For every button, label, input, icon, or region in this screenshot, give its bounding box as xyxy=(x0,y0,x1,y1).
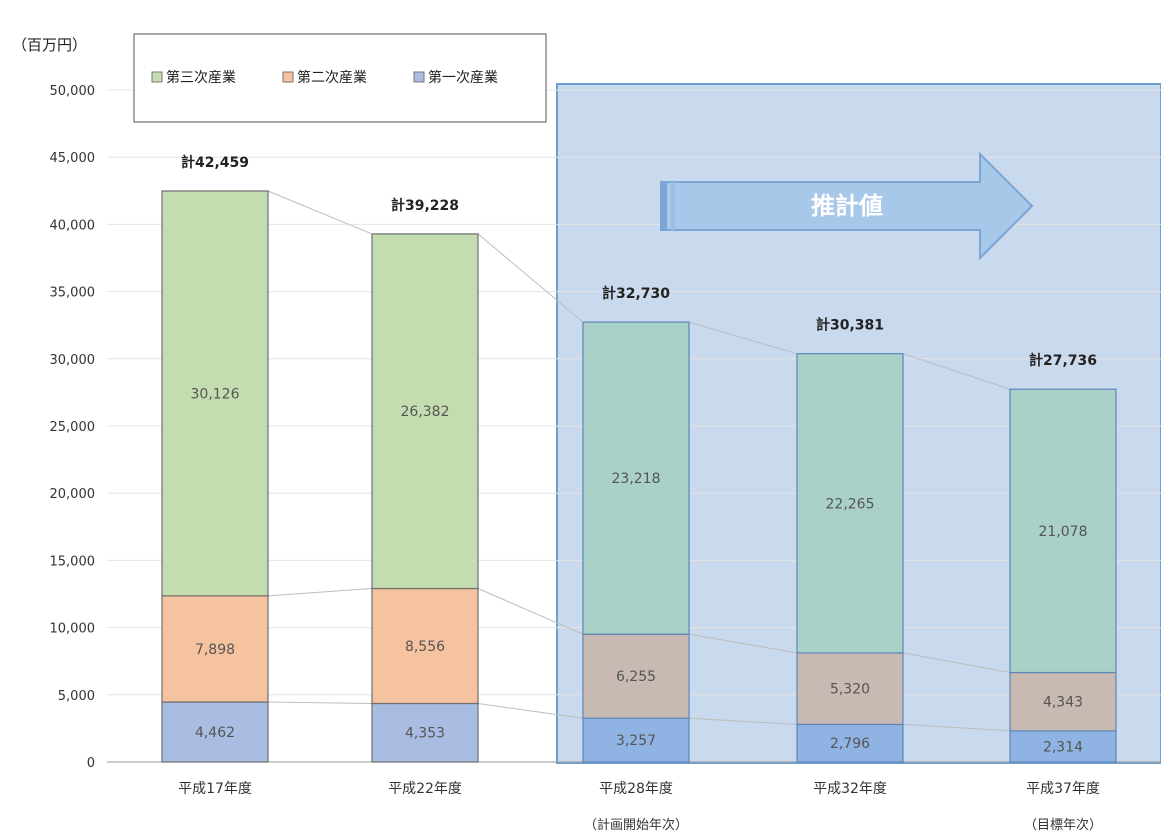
legend-label: 第二次産業 xyxy=(297,69,367,86)
projection-arrow: 推計値 xyxy=(660,151,1034,261)
connector-line xyxy=(688,717,798,725)
y-tick-label: 40,000 xyxy=(50,218,96,233)
bar-segment-primary xyxy=(796,723,904,763)
unit-label: （百万円） xyxy=(12,36,87,54)
segment-value-label: 2,796 xyxy=(830,736,870,752)
legend-swatch xyxy=(282,71,294,83)
category-label: 平成17年度 xyxy=(178,781,252,797)
y-tick-label: 20,000 xyxy=(50,487,96,502)
segment-value-label: 4,353 xyxy=(405,726,445,742)
bar-segment-secondary xyxy=(582,633,690,719)
category-label: 平成22年度 xyxy=(388,781,462,797)
segment-value-label: 22,265 xyxy=(826,496,875,512)
bar-segment-tertiary xyxy=(1009,388,1117,674)
segment-value-label: 3,257 xyxy=(616,733,656,749)
segment-value-label: 4,462 xyxy=(195,725,235,741)
segment-value-label: 23,218 xyxy=(612,471,661,487)
connector-line xyxy=(688,633,798,654)
legend-box xyxy=(133,33,547,123)
legend: 第三次産業 第二次産業 第一次産業 xyxy=(133,33,547,123)
total-label: 計42,459 xyxy=(181,154,249,171)
connector-line xyxy=(477,703,584,719)
total-label: 計30,381 xyxy=(816,317,884,334)
connector-lines xyxy=(267,190,1011,732)
category-sub-label: （計画開始年次） xyxy=(584,817,688,833)
legend-label: 第一次産業 xyxy=(428,69,498,86)
bar-segment-secondary xyxy=(1009,671,1117,732)
segment-value-label: 8,556 xyxy=(405,639,445,655)
connector-line xyxy=(267,588,373,597)
connector-line xyxy=(688,321,798,355)
y-tick-label: 45,000 xyxy=(50,151,96,166)
bar-segment-primary xyxy=(1009,730,1117,763)
data-labels: 4,462 7,898 30,126 計42,459 4,353 8,556 26,382 計… xyxy=(181,154,1097,755)
segment-value-label: 5,320 xyxy=(830,682,870,698)
x-axis: 平成17年度 平成22年度 平成28年度 （計画開始年次） 平成32年度 平成37年度 （目… xyxy=(178,781,1102,833)
arrow-shape xyxy=(660,151,1034,261)
connector-line xyxy=(902,723,1011,732)
segment-value-label: 6,255 xyxy=(616,669,656,685)
segment-value-label: 26,382 xyxy=(401,404,450,420)
y-axis: 0 5,000 10,000 15,000 20,000 25,000 30,000 35,0… xyxy=(50,84,1161,771)
y-tick-label: 50,000 xyxy=(50,84,96,99)
total-label: 計27,736 xyxy=(1029,352,1097,369)
connector-line xyxy=(902,652,1011,674)
y-tick-label: 25,000 xyxy=(50,420,96,435)
bar-segment-primary xyxy=(582,717,690,763)
segment-value-label: 30,126 xyxy=(191,386,240,402)
y-tick-label: 10,000 xyxy=(50,622,96,637)
bar-segment-primary xyxy=(161,701,269,763)
y-tick-label: 30,000 xyxy=(50,353,96,368)
arrow-tail-stripe xyxy=(671,182,675,230)
total-label: 計32,730 xyxy=(602,285,670,302)
y-tick-label: 0 xyxy=(87,756,95,771)
segment-value-label: 21,078 xyxy=(1039,524,1088,540)
total-label: 計39,228 xyxy=(391,197,459,214)
bar-segment-secondary xyxy=(371,587,479,705)
segment-value-label: 2,314 xyxy=(1043,739,1083,755)
bar-segment-tertiary xyxy=(161,190,269,597)
category-sub-label: （目標年次） xyxy=(1024,817,1102,833)
bar-segment-tertiary xyxy=(796,353,904,654)
projection-label: 推計値 xyxy=(811,192,883,220)
y-tick-label: 5,000 xyxy=(58,689,95,704)
segment-value-label: 7,898 xyxy=(195,642,235,658)
arrow-tail-stripe xyxy=(661,182,667,230)
segment-value-label: 4,343 xyxy=(1043,695,1083,711)
connector-line xyxy=(267,701,373,704)
bar-segment-tertiary xyxy=(582,321,690,635)
bar-segment-primary xyxy=(371,702,479,763)
category-label: 平成37年度 xyxy=(1026,781,1100,797)
y-tick-label: 15,000 xyxy=(50,554,96,569)
connector-line xyxy=(477,233,584,323)
category-label: 平成32年度 xyxy=(813,781,887,797)
connector-line xyxy=(477,588,584,635)
bar-segment-tertiary xyxy=(371,233,479,590)
connector-line xyxy=(902,353,1011,390)
legend-swatch xyxy=(413,71,425,83)
bar-segment-secondary xyxy=(796,652,904,726)
connector-line xyxy=(267,190,373,235)
legend-swatch xyxy=(151,71,163,83)
legend-label: 第三次産業 xyxy=(166,69,236,86)
y-tick-label: 35,000 xyxy=(50,286,96,301)
category-label: 平成28年度 xyxy=(599,781,673,797)
bars xyxy=(161,190,1117,763)
bar-segment-secondary xyxy=(161,595,269,703)
